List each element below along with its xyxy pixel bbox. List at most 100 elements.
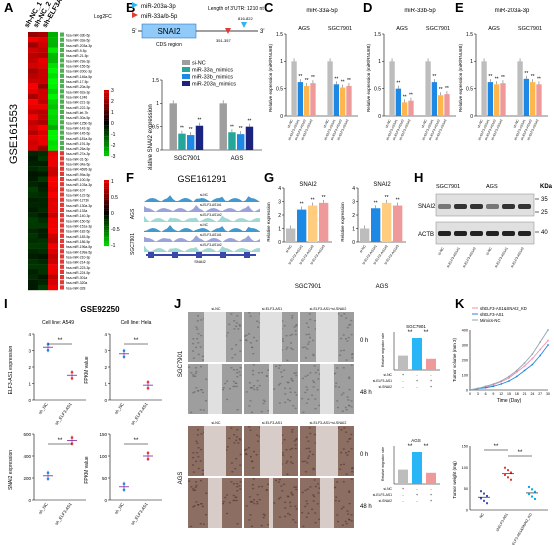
heatmap-cell (38, 140, 48, 146)
scale-tick: 0 (111, 121, 114, 127)
heatmap-cell (38, 42, 48, 48)
cell-speck (263, 514, 266, 517)
heatmap-cell (38, 217, 48, 224)
cell-speck (335, 382, 338, 384)
y-tick-label: 0 (28, 398, 31, 403)
log2fc-label: Log2FC (94, 14, 112, 20)
cell-speck (188, 480, 191, 482)
data-point (483, 499, 485, 502)
y-axis-label: Relative expression (miR/RNU6B) (366, 43, 371, 112)
cell-speck (340, 508, 343, 510)
cell-speck (260, 410, 263, 413)
heatmap-cell (38, 109, 48, 115)
cell-speck (290, 379, 293, 381)
cell-speck (249, 342, 252, 344)
band (502, 204, 515, 209)
y-tick-label: 2 (28, 365, 31, 370)
sign: + (430, 378, 433, 383)
y-tick-label: 4 (278, 186, 281, 192)
scale-tick: 0.5 (111, 195, 118, 201)
lane-label: si-ELF3-AS1#2 (462, 246, 477, 268)
scale-bar-1 (104, 118, 109, 121)
cell-speck (350, 406, 353, 408)
bar (487, 82, 494, 116)
gene-label: hsa-miR-125b-5p (66, 121, 92, 125)
gene-label: hsa-miR-191-5p (66, 142, 90, 146)
heatmap-cell (28, 264, 38, 270)
log2fc-cell (60, 63, 64, 68)
cell-speck (200, 433, 203, 435)
cell-speck (277, 481, 280, 483)
heatmap-cell (28, 238, 38, 244)
gene-label: hsa-miR-200c-3p (66, 70, 92, 74)
data-point (507, 469, 509, 472)
heatmap-cell (38, 68, 48, 74)
cell-speck (231, 357, 234, 359)
panel-label-e: E (455, 0, 464, 15)
heatmap-cell (28, 83, 38, 89)
cell-speck (228, 437, 231, 440)
cell-speck (283, 439, 286, 441)
track-label: si-ELF3-AS1#2 (200, 213, 222, 217)
bar (297, 82, 304, 116)
cell-speck (202, 473, 205, 475)
log2fc-cell (60, 99, 64, 104)
sig-mark: ** (501, 75, 505, 81)
cell-speck (291, 462, 294, 465)
scale-bar-1 (104, 151, 109, 154)
cell-speck (312, 494, 315, 496)
log2fc-cell (60, 156, 64, 161)
cell-speck (249, 456, 252, 458)
coverage-track (144, 195, 260, 202)
data-point (531, 488, 533, 491)
heatmap-cell (28, 52, 38, 58)
cell-speck (234, 467, 237, 470)
cell-speck (200, 319, 203, 321)
coverage-track (144, 205, 260, 212)
cell-speck (342, 481, 345, 483)
wound-gap (260, 426, 282, 476)
sign: - (430, 486, 432, 491)
gene-label: SNAI2 (194, 259, 206, 264)
bar (187, 135, 195, 150)
cell-speck (284, 515, 287, 518)
data-point (46, 348, 50, 352)
cell-speck (284, 501, 287, 504)
cell-speck (245, 334, 248, 336)
cell-speck (197, 429, 200, 431)
cell-speck (196, 328, 199, 330)
cell-speck (204, 399, 207, 402)
log2fc-cell (60, 187, 64, 192)
y-tick-label: 2 (352, 213, 355, 219)
data-point (547, 344, 549, 346)
panel-label-g: G (264, 170, 275, 185)
cell-speck (314, 328, 317, 330)
y-axis-label: Relative expression (miR/RNU6B) (268, 43, 273, 112)
cell-speck (190, 372, 193, 374)
cell-speck (283, 369, 286, 372)
data-point (523, 362, 526, 364)
site-marker (241, 22, 247, 28)
heatmap-cell (38, 93, 48, 100)
cell-speck (284, 401, 287, 404)
cell-speck (289, 387, 292, 390)
y-tick-label: 1 (378, 59, 381, 65)
cell-speck (200, 503, 203, 505)
cell-speck (340, 463, 343, 466)
gene-label: hsa-miR-30a-5p (66, 116, 90, 120)
cell-label: AGS (178, 472, 184, 485)
legend-swatch (182, 81, 190, 86)
data-point (515, 369, 518, 372)
time-label: 0 h (360, 338, 368, 344)
scale-bar-1 (104, 134, 109, 137)
cell-speck (275, 479, 278, 482)
bar (327, 61, 333, 116)
cell-label: AGS (486, 184, 498, 190)
log2fc-cell (60, 42, 64, 47)
cell-speck (285, 462, 288, 464)
y-tick-label: 50 (464, 487, 468, 491)
gene-label: hsa-miR-33a-5p (66, 39, 90, 43)
heatmap-cell (48, 135, 58, 141)
cell-speck (318, 518, 321, 521)
